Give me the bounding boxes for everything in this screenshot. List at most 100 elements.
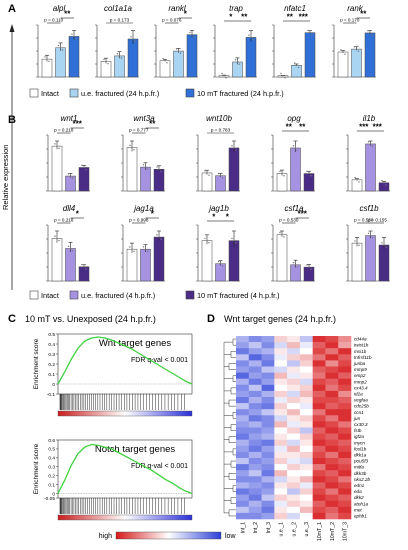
data-dot <box>371 145 374 147</box>
bar-chart-nfatc1: nfatc1** *** <box>272 4 316 79</box>
heatmap-cell <box>248 433 262 440</box>
heatmap-row-label: cdc25b <box>354 404 369 409</box>
heatmap-cell <box>236 397 250 404</box>
heatmap-cell <box>274 336 288 343</box>
data-dot <box>353 46 356 48</box>
heatmap-cell <box>325 458 339 465</box>
bar-2 <box>78 167 90 192</box>
data-dot <box>191 33 193 36</box>
heatmap-cell <box>261 384 275 392</box>
sig-label: *** <box>299 13 309 22</box>
data-dot <box>158 168 160 170</box>
bar-2 <box>378 244 390 282</box>
heatmap-col-label: 10mT_1 <box>317 522 323 541</box>
heatmap-cell <box>338 451 352 459</box>
heatmap-cell <box>325 506 339 514</box>
data-dot <box>344 53 346 55</box>
data-dot <box>204 170 206 172</box>
data-dot <box>307 29 309 32</box>
heatmap-cell <box>299 348 313 355</box>
heatmap-row-label: dkk2 <box>354 495 364 500</box>
data-dot <box>281 172 283 175</box>
heatmap-cell <box>261 445 275 453</box>
heatmap-cell <box>312 488 326 495</box>
data-dot <box>310 268 312 271</box>
sig-label: *** <box>73 120 83 129</box>
heatmap-cell <box>236 494 250 501</box>
heatmap-row-label: cd44a <box>354 337 367 342</box>
data-dot <box>158 236 160 238</box>
sig-label: p = 0.170 <box>340 18 360 23</box>
dendrogram-branch <box>232 412 236 419</box>
heatmap-cell <box>325 336 339 343</box>
heatmap-cell <box>274 390 288 398</box>
data-dot <box>132 38 134 40</box>
heatmap-cell <box>248 464 262 471</box>
heatmap-cell <box>338 494 352 501</box>
data-dot <box>58 147 60 150</box>
dendrogram-branch <box>228 399 236 407</box>
heatmap-scale-bar <box>115 531 222 540</box>
data-dot <box>293 62 296 64</box>
data-dot <box>294 264 297 266</box>
scale-label-low: low <box>225 533 236 540</box>
data-dot <box>248 34 250 36</box>
heatmap-row-label: igf2a <box>354 434 364 439</box>
heatmap-cell <box>261 397 275 404</box>
heatmap-cell <box>312 512 326 520</box>
data-dot <box>383 244 385 246</box>
heatmap-cell <box>261 360 275 367</box>
heatmap-cell <box>236 445 250 453</box>
heatmap-col-label: 10mT_2 <box>330 522 336 541</box>
heatmap-cell <box>299 372 313 379</box>
heatmap-cell <box>248 403 262 410</box>
heatmap-cell <box>248 354 262 361</box>
heatmap-cell <box>236 336 250 343</box>
panel-letter-a: A <box>8 3 16 15</box>
data-dot <box>164 59 166 62</box>
heatmap-cell <box>299 482 313 489</box>
panel-letter-d: D <box>207 313 215 325</box>
heatmap-cell <box>261 482 275 489</box>
heatmap-row-label: pou5f3 <box>353 459 368 464</box>
heatmap-cell <box>312 421 326 428</box>
data-dot <box>144 166 147 168</box>
legend-swatch-legend_a-2 <box>185 88 195 98</box>
heatmap-cell <box>236 500 250 508</box>
data-dot <box>146 250 149 253</box>
bar-2 <box>364 32 376 78</box>
heatmap-cell <box>274 445 288 453</box>
heatmap-cell <box>248 445 262 453</box>
dendrogram-branch <box>228 363 236 370</box>
heatmap-cell <box>261 366 275 373</box>
data-dot <box>279 170 281 173</box>
heatmap-cell <box>312 500 326 508</box>
heatmap-cell <box>274 372 288 379</box>
heatmap-cell <box>236 366 250 373</box>
gsea-ytick-label: 0.4 <box>48 456 55 462</box>
heatmap-col-label: 10mT_3 <box>343 522 349 541</box>
heatmap-cell <box>325 390 339 398</box>
heatmap-cell <box>312 482 326 489</box>
heatmap-cell <box>274 415 288 422</box>
heatmap-cell <box>325 421 339 428</box>
data-dot <box>342 51 344 53</box>
bar-1 <box>215 263 226 282</box>
data-dot <box>294 147 297 149</box>
heatmap-row-label: mmp2 <box>354 379 367 384</box>
gsea-ytick-label: -0.05 <box>44 496 55 502</box>
heatmap-cell <box>299 336 313 343</box>
data-dot <box>356 179 358 181</box>
heatmap-cell <box>312 360 326 367</box>
data-dot <box>54 143 56 145</box>
data-dot <box>219 262 222 265</box>
data-dot <box>179 52 182 54</box>
legend-swatch-legend_b-1 <box>69 290 79 300</box>
heatmap-cell <box>261 512 275 520</box>
heatmap-cell <box>299 439 313 447</box>
gsea-enrichment-line <box>57 443 193 495</box>
heatmap-cell <box>287 372 301 379</box>
heatmap-cell <box>338 354 352 361</box>
